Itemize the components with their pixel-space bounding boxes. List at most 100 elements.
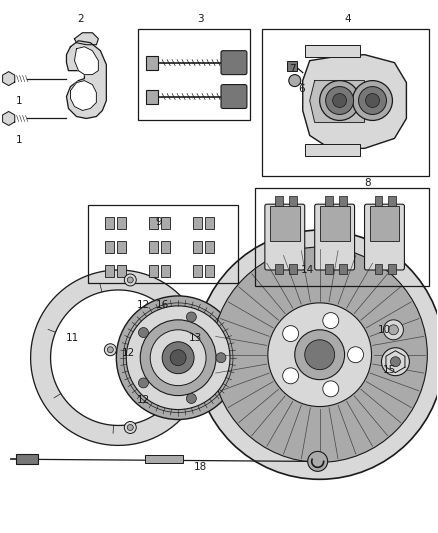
Text: 4: 4 — [344, 14, 351, 24]
Text: 1: 1 — [15, 135, 22, 146]
Bar — [149, 265, 158, 277]
Text: 10: 10 — [378, 325, 391, 335]
Text: 2: 2 — [77, 14, 84, 24]
Circle shape — [323, 381, 339, 397]
Circle shape — [320, 80, 360, 120]
Bar — [325, 264, 332, 274]
Bar — [374, 264, 382, 274]
Bar — [149, 241, 158, 253]
Bar — [145, 455, 183, 463]
Bar — [161, 217, 170, 229]
Circle shape — [127, 277, 133, 283]
Circle shape — [332, 94, 346, 108]
Bar — [88, 205, 238, 283]
Circle shape — [138, 378, 148, 388]
Circle shape — [187, 312, 196, 322]
Circle shape — [124, 422, 136, 433]
Bar — [205, 241, 214, 253]
Circle shape — [323, 313, 339, 328]
Text: 9: 9 — [155, 217, 162, 227]
Bar — [370, 206, 399, 241]
Polygon shape — [31, 270, 198, 446]
Polygon shape — [71, 80, 96, 110]
Bar — [106, 217, 114, 229]
Text: 14: 14 — [301, 265, 314, 275]
Text: 13: 13 — [188, 333, 202, 343]
Circle shape — [216, 353, 226, 362]
Circle shape — [162, 342, 194, 374]
Bar — [339, 196, 346, 208]
Text: 8: 8 — [364, 178, 371, 188]
Circle shape — [107, 347, 113, 353]
Bar — [305, 45, 360, 56]
Circle shape — [170, 350, 186, 366]
Circle shape — [140, 320, 216, 395]
Circle shape — [390, 357, 400, 367]
FancyBboxPatch shape — [221, 85, 247, 109]
Circle shape — [289, 75, 301, 86]
Polygon shape — [3, 111, 15, 125]
Bar — [146, 90, 158, 103]
Bar — [262, 29, 429, 176]
Bar — [106, 241, 114, 253]
FancyBboxPatch shape — [265, 204, 305, 270]
Polygon shape — [303, 55, 406, 148]
Circle shape — [212, 247, 427, 462]
Circle shape — [104, 344, 117, 356]
Circle shape — [295, 330, 345, 379]
Polygon shape — [67, 41, 106, 118]
Bar — [193, 241, 202, 253]
Bar — [305, 144, 360, 156]
Bar — [275, 196, 283, 208]
FancyBboxPatch shape — [221, 51, 247, 75]
Text: 3: 3 — [197, 14, 203, 24]
Text: 1: 1 — [15, 95, 22, 106]
Bar — [289, 264, 297, 274]
Text: 12: 12 — [137, 300, 150, 310]
Circle shape — [283, 326, 299, 342]
Circle shape — [187, 393, 196, 403]
Bar — [205, 217, 214, 229]
Bar — [146, 55, 158, 70]
Text: 7: 7 — [290, 63, 296, 74]
Circle shape — [389, 325, 399, 335]
Circle shape — [366, 94, 379, 108]
Text: 18: 18 — [194, 462, 207, 472]
Text: 15: 15 — [383, 365, 396, 375]
Circle shape — [308, 451, 328, 471]
Bar — [161, 241, 170, 253]
Bar — [325, 196, 332, 208]
Bar — [289, 196, 297, 208]
Circle shape — [384, 320, 403, 340]
Circle shape — [359, 86, 386, 115]
Bar — [320, 206, 350, 241]
Bar — [287, 61, 297, 71]
Circle shape — [126, 306, 230, 409]
Circle shape — [127, 424, 133, 431]
Bar — [205, 265, 214, 277]
FancyBboxPatch shape — [314, 204, 355, 270]
Circle shape — [353, 80, 392, 120]
Bar — [138, 29, 250, 120]
Bar — [193, 217, 202, 229]
Text: 16: 16 — [155, 300, 169, 310]
Bar — [161, 265, 170, 277]
Polygon shape — [3, 71, 15, 86]
Polygon shape — [74, 33, 99, 45]
Circle shape — [381, 348, 410, 376]
Circle shape — [195, 230, 438, 479]
Text: 12: 12 — [137, 394, 150, 405]
Bar — [339, 264, 346, 274]
Polygon shape — [310, 80, 364, 123]
Bar — [149, 217, 158, 229]
Text: 6: 6 — [298, 84, 305, 94]
Bar — [117, 241, 126, 253]
Bar — [270, 206, 300, 241]
Circle shape — [150, 330, 206, 385]
Bar — [389, 196, 396, 208]
Bar — [389, 264, 396, 274]
Circle shape — [305, 340, 335, 370]
Text: 12: 12 — [122, 348, 135, 358]
Bar — [117, 217, 126, 229]
Text: 11: 11 — [66, 333, 79, 343]
